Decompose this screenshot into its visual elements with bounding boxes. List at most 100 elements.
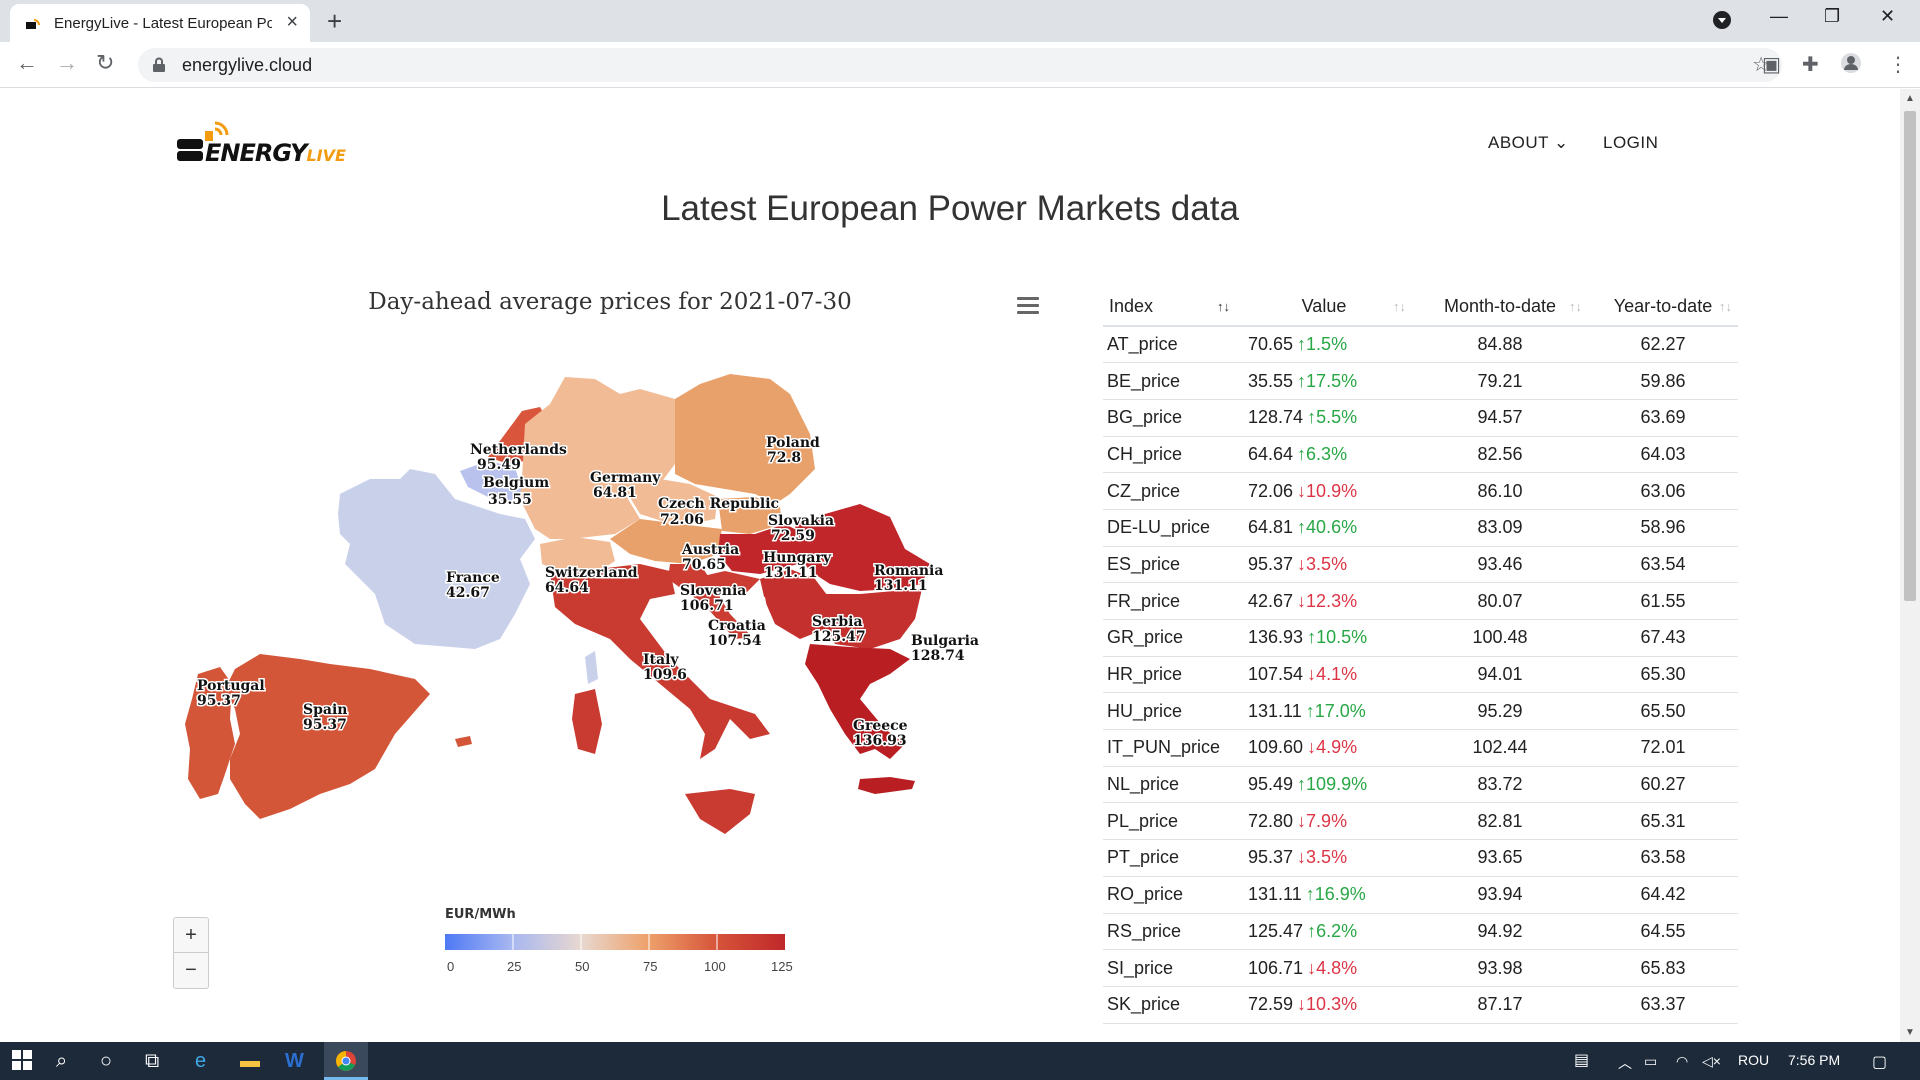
- forward-icon[interactable]: →: [56, 50, 78, 75]
- cell-ytd: 63.06: [1588, 472, 1738, 510]
- map-region-bosnia: [730, 594, 770, 637]
- cell-mtd: 79.21: [1412, 362, 1588, 400]
- arrow-down-icon: ↓: [1307, 737, 1317, 758]
- minimize-icon[interactable]: —: [1770, 6, 1788, 26]
- nav-login-link[interactable]: LOGIN: [1603, 133, 1659, 152]
- table-row: FR_price 42.67 ↓12.3% 80.07 61.55: [1103, 582, 1738, 620]
- col-header-ytd[interactable]: Year-to-date ↑↓: [1588, 288, 1738, 327]
- map-region-sicily[interactable]: [685, 789, 755, 834]
- volume-icon[interactable]: ◁×: [1702, 1053, 1721, 1069]
- value-belgium: 35.55: [488, 492, 532, 508]
- cell-index: GR_price: [1103, 619, 1236, 657]
- col-header-value[interactable]: Value ↑↓: [1236, 288, 1412, 327]
- map-region-poland[interactable]: [675, 374, 815, 504]
- notifications-icon[interactable]: ▢: [1872, 1054, 1888, 1071]
- task-view-icon[interactable]: ⧉: [145, 1050, 160, 1072]
- map-region-germany[interactable]: [520, 377, 675, 539]
- reload-icon[interactable]: ↻: [96, 50, 115, 75]
- close-window-icon[interactable]: ✕: [1880, 6, 1896, 26]
- cell-ytd: 60.27: [1588, 766, 1738, 804]
- table-row: BE_price 35.55 ↑17.5% 79.21 59.86: [1103, 362, 1738, 400]
- extension-icon[interactable]: ▣: [1762, 54, 1781, 76]
- col-header-mtd[interactable]: Month-to-date ↑↓: [1412, 288, 1588, 327]
- cell-ytd: 63.58: [1588, 839, 1738, 877]
- legend-tick: 0: [447, 959, 455, 974]
- windows-start-icon[interactable]: [12, 1050, 32, 1076]
- profile-avatar-icon[interactable]: [1840, 52, 1862, 80]
- map-region-portugal[interactable]: [185, 667, 235, 799]
- battery-icon[interactable]: ▭: [1644, 1053, 1658, 1069]
- scroll-down-icon[interactable]: ▼: [1905, 1027, 1915, 1038]
- clock[interactable]: 7:56 PM: [1788, 1052, 1841, 1068]
- sort-icon[interactable]: ↑↓: [1393, 299, 1406, 314]
- bookmark-star-icon[interactable]: ☆: [1752, 54, 1770, 76]
- map-region-slovakia[interactable]: [718, 497, 782, 534]
- map-labels: Netherlands 95.49 Belgium 35.55 Germany …: [196, 434, 981, 751]
- value-spain: 95.37: [303, 717, 347, 733]
- value-serbia: 125.47: [812, 629, 866, 645]
- label-italy: Italy: [643, 652, 679, 668]
- map-region-greece[interactable]: [805, 644, 910, 759]
- map-region-france[interactable]: [338, 469, 535, 649]
- scroll-up-icon[interactable]: ▲: [1905, 93, 1915, 104]
- label-czech-republic: Czech Republic: [658, 496, 779, 512]
- edge-icon[interactable]: e: [195, 1050, 207, 1072]
- chart-menu-icon[interactable]: [1017, 297, 1039, 315]
- map-region-switzerland[interactable]: [540, 537, 615, 574]
- value-poland: 72.8: [767, 450, 801, 466]
- map-region-hungary[interactable]: [718, 524, 810, 574]
- nav-about-menu[interactable]: ABOUT ⌄: [1488, 133, 1569, 152]
- new-tab-icon[interactable]: +: [327, 6, 343, 36]
- wifi-icon[interactable]: ◠: [1676, 1053, 1689, 1069]
- browser-menu-icon[interactable]: ⋮: [1888, 54, 1908, 76]
- map-region-italy[interactable]: [550, 564, 770, 759]
- map-region-crete: [858, 777, 915, 794]
- cortana-icon[interactable]: ○: [100, 1050, 113, 1072]
- puzzle-icon[interactable]: ✚: [1802, 54, 1819, 76]
- site-favicon-icon: [24, 14, 42, 32]
- restore-icon[interactable]: ❐: [1824, 6, 1841, 26]
- search-icon[interactable]: ⌕: [56, 1050, 68, 1072]
- cell-mtd: 83.72: [1412, 766, 1588, 804]
- change-indicator: ↓7.9%: [1297, 810, 1348, 831]
- chrome-taskbar-button[interactable]: [324, 1042, 368, 1080]
- page-content: ENERGYLIVE ABOUT ⌄ LOGIN Latest European…: [0, 89, 1900, 1042]
- sort-icon[interactable]: ↑↓: [1217, 299, 1230, 314]
- price-map: Netherlands 95.49 Belgium 35.55 Germany …: [185, 374, 981, 834]
- map-region-serbia[interactable]: [760, 569, 830, 639]
- map-region-romania[interactable]: [795, 504, 930, 591]
- map-region-austria[interactable]: [610, 519, 722, 564]
- sort-icon[interactable]: ↑↓: [1719, 299, 1732, 314]
- file-explorer-icon[interactable]: ▬: [240, 1050, 260, 1072]
- map-region-czech-republic[interactable]: [625, 479, 718, 524]
- arrow-down-icon: ↓: [1307, 664, 1317, 685]
- word-icon[interactable]: W: [285, 1050, 304, 1072]
- browser-tab[interactable]: EnergyLive - Latest European Po ×: [10, 4, 310, 42]
- news-widget-icon[interactable]: ▤: [1574, 1052, 1590, 1069]
- scrollbar-thumb[interactable]: [1904, 111, 1916, 601]
- tab-close-icon[interactable]: ×: [286, 11, 298, 33]
- map-region-belgium[interactable]: [460, 461, 522, 504]
- back-icon[interactable]: ←: [16, 50, 38, 75]
- col-header-index[interactable]: Index ↑↓: [1103, 288, 1236, 327]
- arrow-up-icon: ↑: [1307, 627, 1317, 648]
- value-greece: 136.93: [853, 733, 907, 749]
- tray-expand-icon[interactable]: ︿: [1618, 1055, 1632, 1071]
- map-region-sardinia[interactable]: [572, 689, 602, 754]
- profile-download-icon[interactable]: [1712, 10, 1732, 35]
- cell-mtd: 93.98: [1412, 949, 1588, 987]
- cell-mtd: 94.01: [1412, 656, 1588, 694]
- map-region-croatia[interactable]: [690, 571, 760, 639]
- language-indicator[interactable]: ROU: [1738, 1052, 1770, 1068]
- map-region-bulgaria[interactable]: [825, 589, 922, 649]
- zoom-in-button[interactable]: +: [174, 918, 208, 953]
- address-bar[interactable]: energylive.cloud ☆: [138, 48, 1782, 82]
- energylive-logo[interactable]: ENERGYLIVE: [175, 117, 395, 167]
- value-slovenia: 106.71: [680, 598, 734, 614]
- value-switzerland: 64.64: [545, 580, 589, 596]
- zoom-out-button[interactable]: −: [185, 959, 197, 981]
- map-region-spain[interactable]: [225, 654, 430, 819]
- change-indicator: ↑5.5%: [1307, 407, 1358, 428]
- sort-icon[interactable]: ↑↓: [1569, 299, 1582, 314]
- page-scrollbar[interactable]: ▲ ▼: [1900, 89, 1920, 1042]
